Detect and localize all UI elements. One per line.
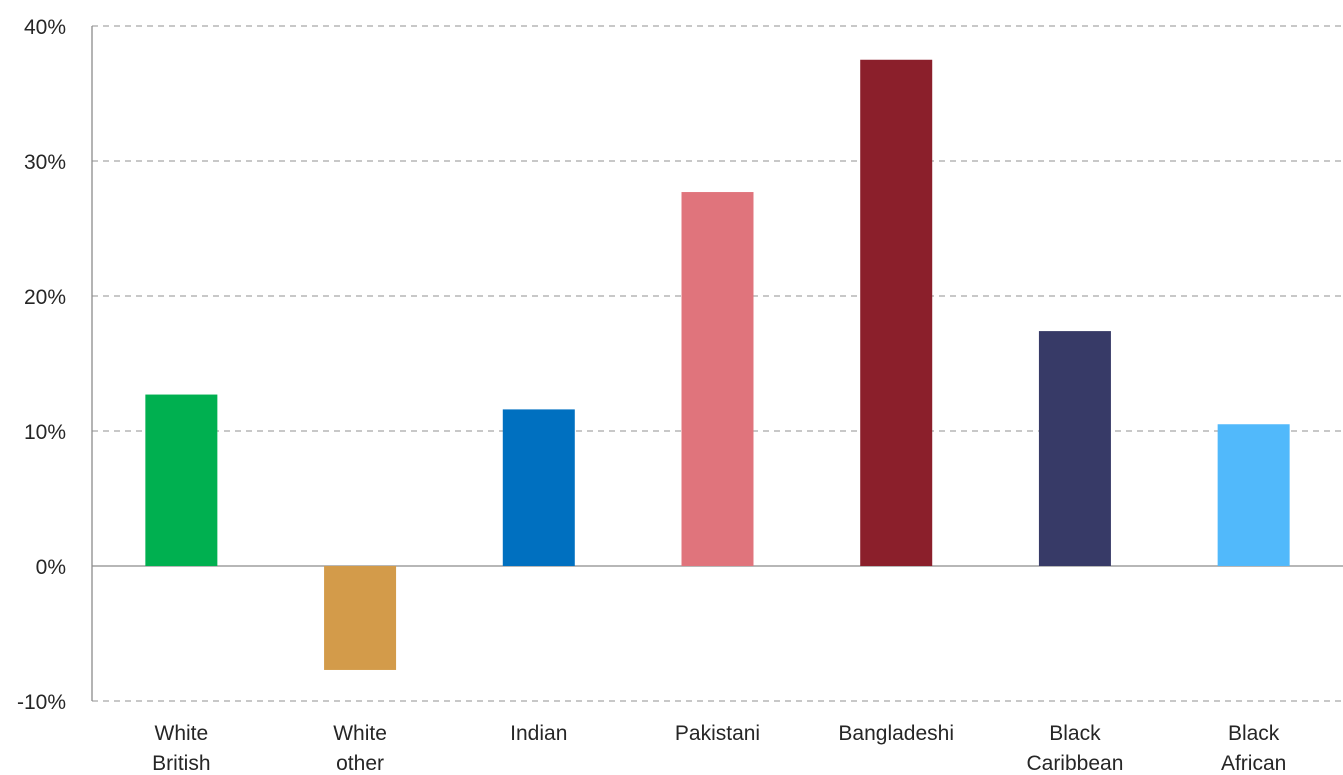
y-tick-label: 40%	[24, 16, 66, 39]
x-category-label-line: Black	[1049, 722, 1101, 745]
x-category-label: White other	[333, 722, 387, 775]
x-category-label: Pakistani	[675, 722, 760, 745]
x-category-label: White British	[152, 722, 210, 775]
bars	[145, 59, 1290, 670]
x-category-label-line: Pakistani	[675, 722, 760, 745]
x-category-label: Black African	[1221, 722, 1286, 775]
y-tick-label: 20%	[24, 286, 66, 309]
x-category-label-line: British	[152, 752, 210, 775]
bar	[860, 59, 933, 566]
y-tick-labels: 40% 30% 20% 10% 0% -10%	[17, 16, 66, 714]
bar	[681, 192, 754, 567]
x-category-label-line: African	[1221, 752, 1286, 775]
bar	[1038, 331, 1111, 566]
x-category-label-line: White	[155, 722, 209, 745]
x-category-label: Bangladeshi	[838, 722, 954, 745]
y-tick-label: 0%	[36, 556, 66, 579]
x-category-label-line: White	[333, 722, 387, 745]
y-tick-label: 30%	[24, 151, 66, 174]
x-category-label: Black Caribbean	[1026, 722, 1123, 775]
x-category-label: Indian	[510, 722, 567, 745]
x-category-label-line: other	[336, 752, 384, 775]
bar	[502, 409, 575, 566]
x-category-label-line: Indian	[510, 722, 567, 745]
x-category-label-line: Bangladeshi	[838, 722, 954, 745]
x-category-label-line: Caribbean	[1026, 752, 1123, 775]
y-tick-label: -10%	[17, 691, 66, 714]
bar	[1217, 424, 1290, 566]
bar	[324, 566, 397, 670]
bar	[145, 394, 218, 566]
x-category-label-line: Black	[1228, 722, 1280, 745]
x-category-labels: White British White other Indian Pakistani Ban…	[152, 722, 1286, 775]
y-tick-label: 10%	[24, 421, 66, 444]
